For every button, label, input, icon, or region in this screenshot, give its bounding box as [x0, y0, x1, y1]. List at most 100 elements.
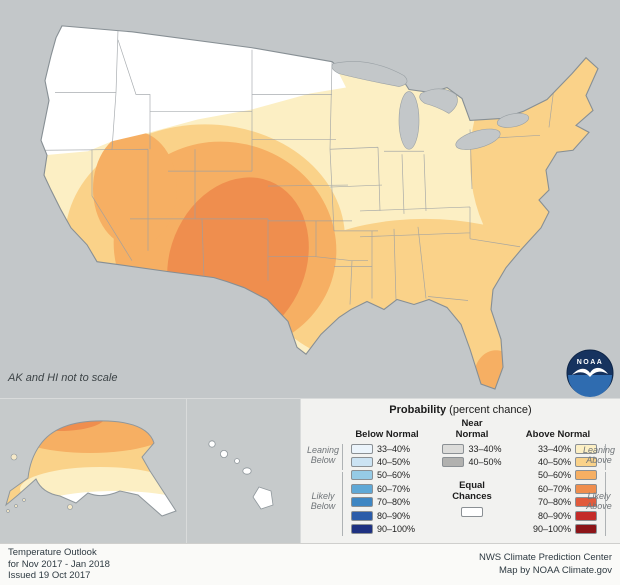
legend-title: Probability (percent chance)	[301, 404, 620, 416]
legend-title-note: (percent chance)	[449, 404, 532, 416]
ak-equal-chances	[30, 491, 176, 516]
legend-column-below: Below Normal 33–40% 40–50% 50–60% 60–70%…	[345, 420, 429, 536]
legend-entry: 60–70%	[345, 482, 429, 495]
conus-map	[40, 25, 599, 390]
legend-swatch	[575, 457, 597, 468]
legend-swatch	[575, 443, 597, 454]
hawaii-islands	[208, 440, 274, 510]
island-oahu	[220, 450, 229, 459]
lake-huron	[419, 88, 458, 114]
seagull-icon	[572, 367, 608, 377]
lake-superior	[331, 61, 408, 87]
island-molokai	[234, 458, 240, 464]
legend-range-label: 33–40%	[537, 443, 571, 454]
group-label-likely-above: Likely Above	[586, 491, 612, 512]
noaa-logo: NOAA	[566, 349, 614, 397]
footer-left: Temperature Outlook for Nov 2017 - Jan 2…	[8, 547, 110, 581]
legend-range-label: 60–70%	[377, 483, 411, 494]
legend-column-near: Near Normal 33–40% 40–50% Equal Chances	[435, 418, 509, 517]
lake-michigan	[398, 91, 420, 150]
noaa-logo-text: NOAA	[577, 359, 604, 366]
group-bracket	[342, 472, 343, 536]
us-coastline	[40, 25, 599, 390]
noaa-logo-sea	[568, 375, 612, 397]
legend-swatch	[351, 443, 373, 454]
legend-swatch	[351, 470, 373, 481]
legend-swatch	[575, 470, 597, 481]
legend-entry: 50–60%	[515, 469, 601, 482]
legend-range-label: 40–50%	[468, 457, 502, 468]
legend-entry: 33–40%	[515, 442, 601, 455]
legend-range-label: 33–40%	[468, 443, 502, 454]
legend-header-above: Above Normal	[525, 428, 591, 440]
legend-range-label: 50–60%	[537, 470, 571, 481]
alaska-inset	[0, 399, 186, 544]
legend-range-label: 40–50%	[537, 457, 571, 468]
legend-entry: 80–90%	[345, 509, 429, 522]
legend-swatch	[575, 524, 597, 535]
footer-source: NWS Climate Prediction Center	[478, 552, 612, 564]
alaska-coastline	[5, 420, 177, 517]
legend-swatch	[575, 510, 597, 521]
legend-entry: 40–50%	[435, 455, 509, 468]
lake-erie	[455, 128, 501, 150]
legend-entry: 60–70%	[515, 482, 601, 495]
legend-column-above: Above Normal 33–40% 40–50% 50–60% 60–70%…	[515, 420, 601, 536]
legend-header-below: Below Normal	[355, 428, 419, 440]
equal-chances-label: Equal Chances	[452, 479, 492, 502]
legend-range-label: 90–100%	[377, 524, 416, 535]
legend-entry: 33–40%	[435, 442, 509, 455]
probability-legend: Probability (percent chance) Leaning Bel…	[300, 399, 620, 544]
legend-swatch	[351, 524, 373, 535]
group-label-likely-below: Likely Below	[310, 491, 336, 512]
legend-range-label: 70–80%	[377, 497, 411, 508]
legend-swatch	[351, 457, 373, 468]
legend-header-near: Near Normal	[455, 418, 489, 440]
legend-range-label: 50–60%	[377, 470, 411, 481]
footer-right: NWS Climate Prediction Center Map by NOA…	[479, 552, 612, 577]
conus-map-area: AK and HI not to scale NOAA	[8, 25, 614, 397]
legend-title-main: Probability	[389, 404, 447, 416]
island-hawaii	[252, 486, 274, 510]
island-kauai	[208, 440, 216, 448]
legend-entry: 80–90%	[515, 509, 601, 522]
state-borders	[43, 29, 557, 305]
legend-range-label: 33–40%	[377, 443, 411, 454]
alaska-map	[5, 420, 177, 517]
legend-swatch	[575, 483, 597, 494]
scale-note: AK and HI not to scale	[8, 372, 118, 384]
island-maui	[242, 467, 252, 475]
legend-range-label: 80–90%	[537, 510, 571, 521]
group-label-leaning-above: Leaning Above	[582, 445, 616, 466]
great-lakes	[331, 61, 530, 150]
legend-entry: 40–50%	[515, 455, 601, 468]
legend-entry: 70–80%	[515, 496, 601, 509]
aleutian-islands	[6, 453, 73, 513]
legend-range-label: 40–50%	[377, 457, 411, 468]
probability-band-40-50-northeast	[470, 41, 598, 277]
lake-ontario	[496, 113, 530, 128]
hawaii-inset	[186, 399, 300, 544]
bottom-strip: Probability (percent chance) Leaning Bel…	[0, 398, 620, 544]
legend-swatch	[442, 457, 465, 468]
hawaii-map	[208, 440, 274, 510]
legend-entry: 50–60%	[345, 469, 429, 482]
legend-entry: 90–100%	[515, 522, 601, 535]
group-label-leaning-below: Leaning Below	[306, 445, 340, 466]
footer-issued: Issued 19 Oct 2017	[8, 570, 91, 582]
legend-swatch	[575, 497, 597, 508]
footer-title: Temperature Outlook	[8, 547, 97, 559]
footer-period: for Nov 2017 - Jan 2018	[8, 558, 110, 570]
legend-range-label: 70–80%	[537, 497, 571, 508]
legend-range-label: 60–70%	[537, 483, 571, 494]
legend-swatch	[351, 497, 373, 508]
legend-range-label: 80–90%	[377, 510, 411, 521]
legend-swatch	[351, 510, 373, 521]
legend-entry: 33–40%	[345, 442, 429, 455]
group-bracket	[342, 444, 343, 470]
footer-credit: Map by NOAA Climate.gov	[499, 564, 612, 576]
legend-entry: 40–50%	[345, 455, 429, 468]
ak-band-60-70	[15, 420, 105, 431]
legend-entry: 70–80%	[345, 496, 429, 509]
